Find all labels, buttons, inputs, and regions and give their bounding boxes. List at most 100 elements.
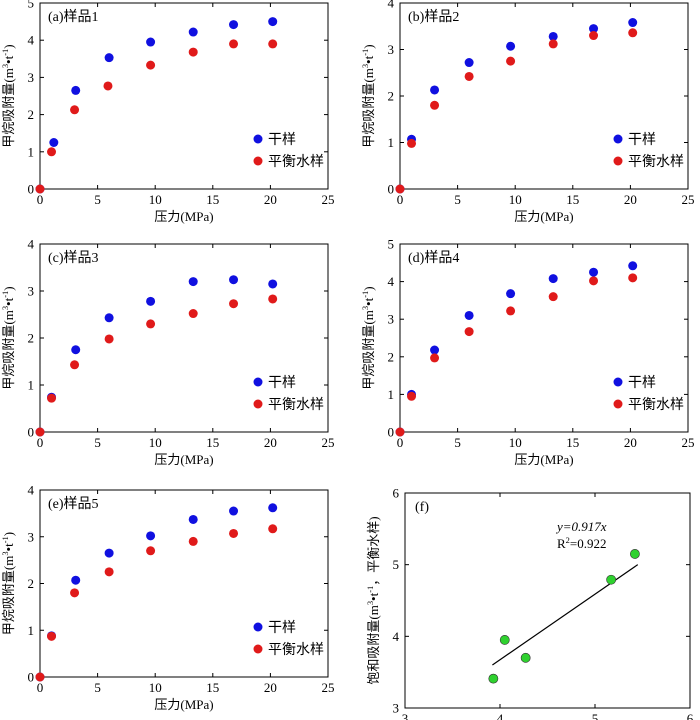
legend-label: 干样 (268, 132, 296, 148)
data-point (268, 294, 278, 304)
y-tick-label: 2 (388, 89, 395, 104)
data-point (188, 27, 198, 37)
x-tick-label: 10 (149, 435, 162, 450)
legend-marker (253, 399, 263, 409)
data-point (70, 105, 80, 115)
x-tick-label: 10 (149, 680, 162, 695)
x-tick-label: 20 (264, 435, 277, 450)
data-point (407, 138, 417, 148)
data-point (104, 548, 114, 558)
data-point (146, 60, 156, 70)
data-point (628, 28, 638, 38)
data-point (103, 81, 113, 91)
y-tick-label: 0 (28, 182, 35, 197)
data-point (548, 274, 558, 284)
y-tick-label: 0 (388, 425, 395, 440)
x-tick-label: 15 (206, 680, 219, 695)
data-point (146, 319, 156, 329)
x-tick-label: 15 (566, 435, 579, 450)
y-tick-label: 6 (393, 486, 400, 501)
legend-label: 平衡水样 (628, 154, 684, 170)
data-point (35, 427, 45, 437)
data-point (71, 85, 81, 95)
data-point (268, 39, 278, 49)
y-tick-label: 5 (393, 557, 400, 572)
data-point (628, 273, 638, 283)
x-tick-label: 25 (322, 192, 335, 207)
x-tick-label: 5 (94, 435, 101, 450)
series-干样 (35, 17, 278, 194)
legend-marker (613, 134, 623, 144)
y-tick-label: 2 (28, 576, 35, 591)
series-平衡水样 (35, 39, 278, 194)
data-point (430, 100, 440, 110)
data-point (268, 503, 278, 513)
chart-panel-e: 0 5 10 15 20 25 0 1 2 3 4 (e)样品5 压力(MPa) 甲烷吸附量(m3•t-1… (0, 483, 335, 713)
chart-panel-c: 0 5 10 15 20 25 0 1 2 3 4 (c)样品3 压力(MPa) 甲烷吸附量(m3•t-1… (0, 237, 335, 468)
legend-label: 干样 (628, 375, 656, 391)
data-point (407, 391, 417, 401)
x-tick-label: 25 (322, 435, 335, 450)
y-tick-label: 5 (388, 237, 395, 252)
data-point (430, 345, 440, 355)
data-point (71, 345, 81, 355)
x-tick-label: 0 (37, 680, 44, 695)
data-point (506, 56, 516, 66)
x-tick-label: 3 (402, 711, 409, 720)
plot-frame (39, 2, 329, 190)
fit-equation: y=0.917x (555, 519, 607, 534)
y-axis-label: 甲烷吸附量(m3•t-1) (360, 44, 376, 147)
legend-marker (253, 377, 263, 387)
y-axis-label: 甲烷吸附量(m3•t-1) (0, 532, 16, 635)
y-tick-label: 1 (28, 623, 35, 638)
legend-marker (253, 134, 263, 144)
legend-label: 平衡水样 (628, 397, 684, 413)
x-tick-label: 5 (94, 192, 101, 207)
data-point (229, 275, 239, 285)
series-平衡水样 (35, 294, 278, 437)
data-point (606, 574, 617, 585)
data-point (49, 138, 59, 147)
data-point (464, 58, 474, 68)
data-point (628, 18, 638, 28)
y-tick-label: 2 (28, 107, 35, 122)
data-point (395, 184, 405, 194)
panel-title: (f) (415, 500, 429, 515)
legend-marker (613, 156, 623, 166)
data-point (70, 360, 80, 370)
data-point (146, 296, 156, 306)
data-point (229, 299, 239, 309)
x-tick-label: 0 (37, 192, 44, 207)
data-point (146, 531, 156, 541)
data-point (70, 588, 80, 598)
legend-label: 干样 (268, 620, 296, 636)
data-point (488, 673, 499, 684)
x-tick-label: 20 (264, 192, 277, 207)
data-point (104, 567, 114, 577)
y-tick-label: 3 (388, 312, 395, 327)
x-tick-label: 5 (454, 192, 461, 207)
x-tick-label: 20 (624, 192, 637, 207)
x-tick-label: 25 (682, 192, 695, 207)
data-point (499, 635, 510, 645)
chart-panel-d: 0 5 10 15 20 25 0 1 2 3 4 5 (d)样品4 压力(MPa) 甲烷吸附量(m3•t-… (360, 237, 695, 468)
y-tick-label: 4 (393, 629, 400, 644)
x-tick-label: 15 (206, 435, 219, 450)
data-point (506, 289, 516, 299)
x-tick-label: 0 (397, 435, 404, 450)
data-point (506, 306, 516, 316)
x-axis-label: 压力(MPa) (154, 209, 213, 224)
data-point (589, 267, 599, 277)
data-point (47, 147, 57, 157)
data-point (229, 506, 239, 516)
y-tick-label: 4 (28, 33, 35, 48)
data-point (464, 327, 474, 337)
y-axis-label: 饱和吸附量(m3•t-1，平衡水样) (365, 516, 381, 684)
y-tick-label: 1 (28, 144, 35, 159)
y-tick-label: 1 (388, 387, 395, 402)
x-tick-label: 5 (94, 680, 101, 695)
x-axis-label: 压力(MPa) (154, 452, 213, 467)
fit-r-squared: R2=0.922 (557, 535, 606, 551)
x-tick-label: 10 (149, 192, 162, 207)
